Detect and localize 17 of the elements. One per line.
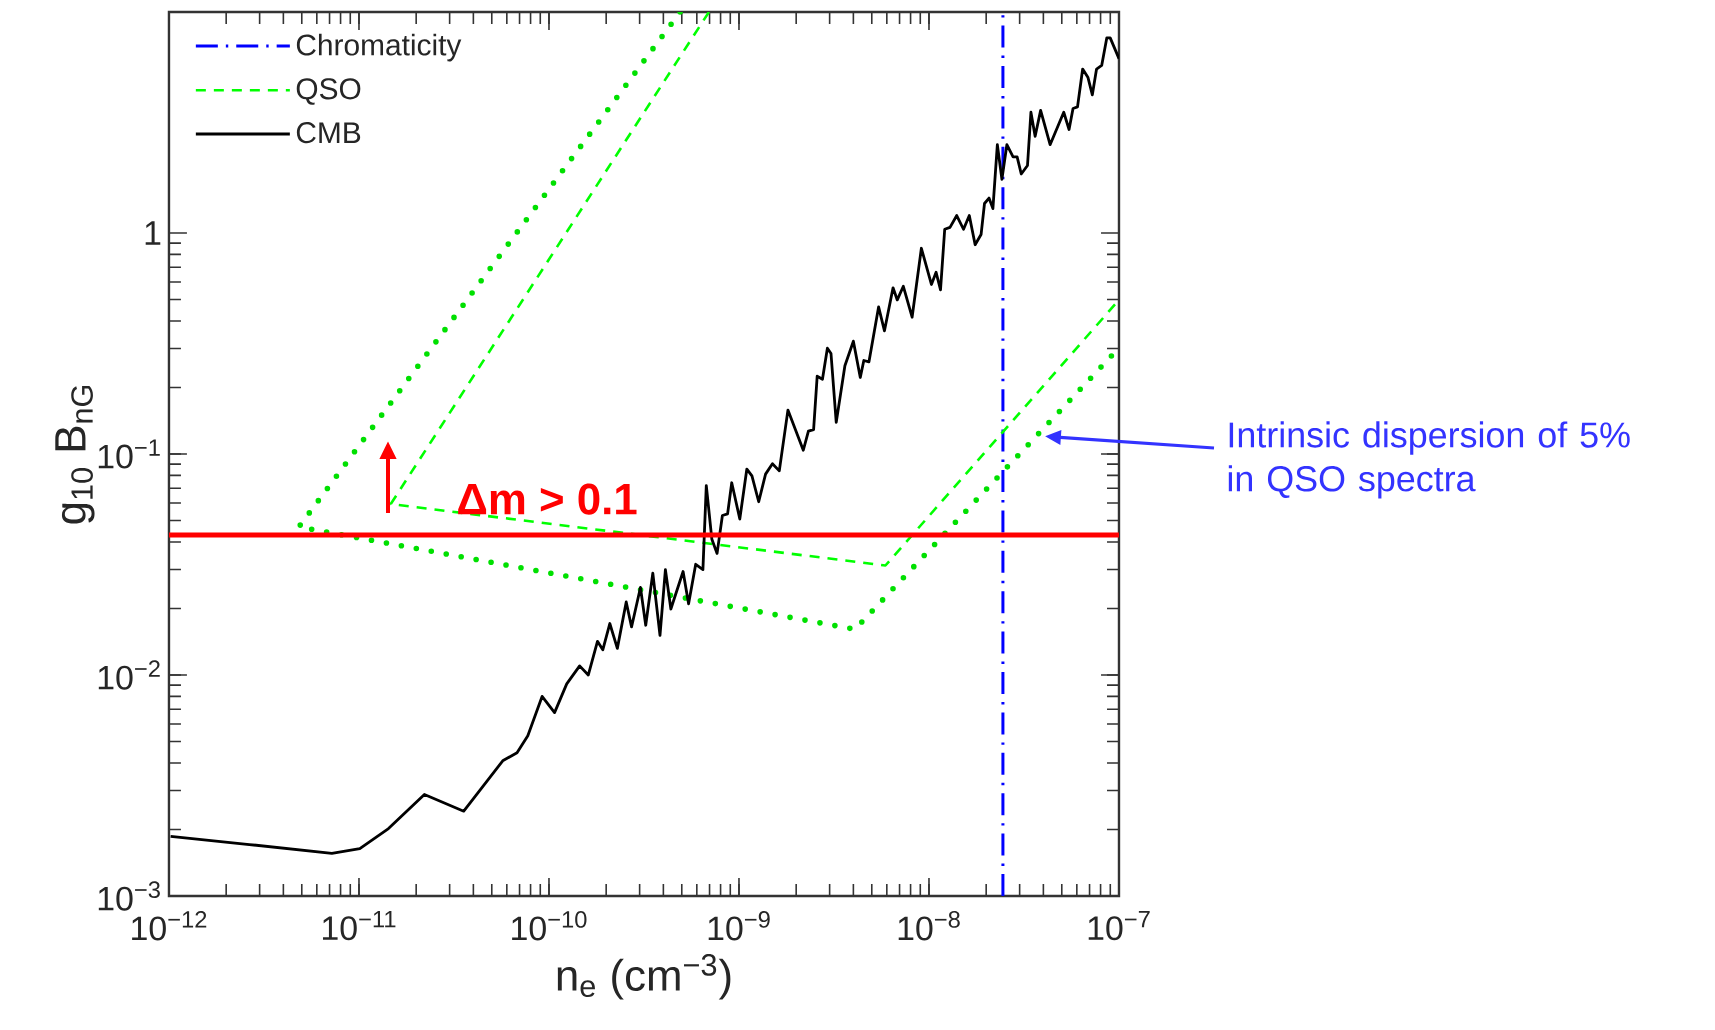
x-axis-title: n$_{e}$ (cm$^{−3}$) xyxy=(557,954,731,1000)
y-tick-label: 1 xyxy=(145,221,161,245)
x-tick-label: 10$^{−11}$ xyxy=(323,911,396,941)
y-tick-label: 10$^{−2}$ xyxy=(98,660,160,690)
legend-label: CMB xyxy=(296,122,361,144)
text: Intrinsic dispersion of 5% in QSO spectra xyxy=(1228,421,1630,499)
legend-label: Chromaticity xyxy=(296,33,462,62)
x-tick-label: 10$^{−9}$ xyxy=(708,911,770,941)
y-axis-title: g$_{10}$ B$_{nG}$ xyxy=(55,385,95,524)
x-tick-label: 10$^{−7}$ xyxy=(1088,911,1150,941)
y-tick-label: 10$^{−1}$ xyxy=(98,439,160,469)
x-tick-label: 10$^{−8}$ xyxy=(898,911,960,941)
x-tick-label: 10$^{−12}$ xyxy=(132,911,207,941)
x-tick-label: 10$^{−10}$ xyxy=(512,911,587,941)
y-tick-label: 10$^{−3}$ xyxy=(98,881,160,911)
legend-label: QSO xyxy=(296,78,361,105)
ref-line-label: Δm > 0.1 xyxy=(458,483,637,515)
